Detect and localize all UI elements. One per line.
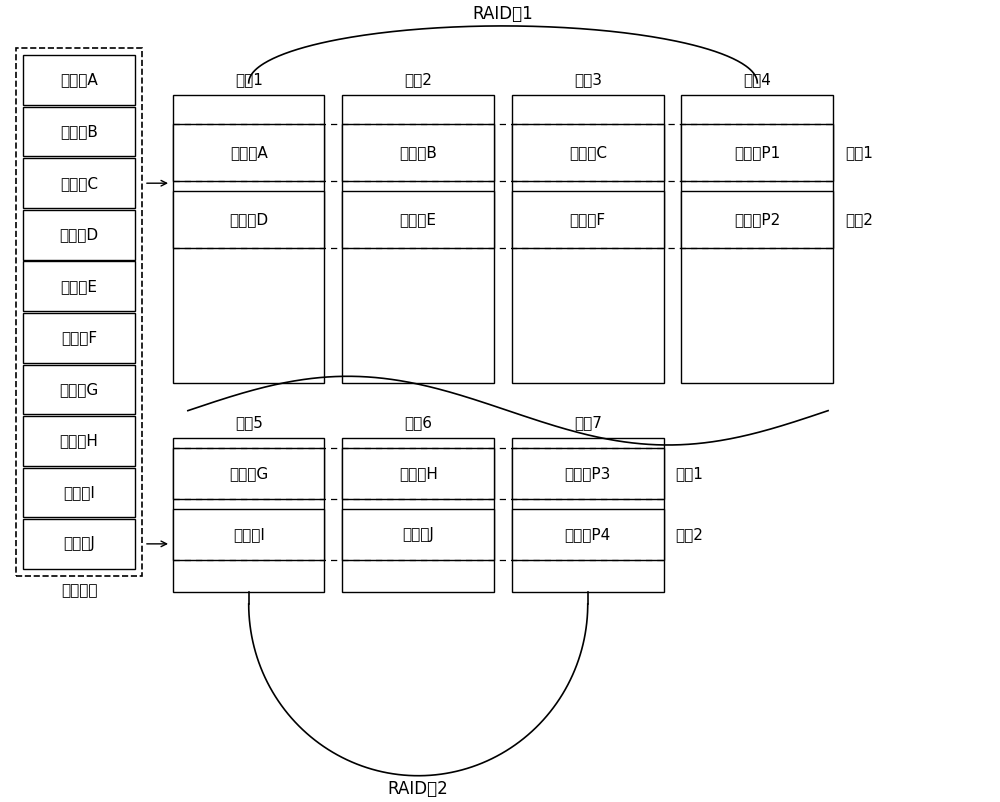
Text: 校验位P2: 校验位P2: [734, 212, 780, 227]
Text: 磁盘4: 磁盘4: [743, 71, 771, 87]
Bar: [23, 365, 135, 414]
Text: 数据块J: 数据块J: [402, 527, 434, 542]
Bar: [681, 191, 833, 248]
Bar: [342, 95, 494, 383]
Bar: [342, 124, 494, 181]
Bar: [342, 191, 494, 248]
Text: 数据块G: 数据块G: [229, 466, 268, 481]
Text: 数据块C: 数据块C: [569, 145, 607, 160]
Bar: [512, 438, 664, 592]
Text: 数据块H: 数据块H: [60, 433, 99, 448]
Bar: [173, 191, 324, 248]
Bar: [23, 416, 135, 466]
Text: 磁盘7: 磁盘7: [574, 415, 602, 430]
Text: 数据块A: 数据块A: [60, 73, 98, 87]
Bar: [23, 159, 135, 208]
Text: 条刷1: 条刷1: [845, 145, 873, 160]
Bar: [16, 48, 142, 576]
Text: 条刷1: 条刷1: [676, 466, 703, 481]
Text: 磁盘3: 磁盘3: [574, 71, 602, 87]
Text: 数据块D: 数据块D: [60, 227, 99, 242]
Text: 数据块F: 数据块F: [570, 212, 606, 227]
Bar: [173, 95, 324, 383]
Text: 磁盘5: 磁盘5: [235, 415, 263, 430]
Text: 数据块H: 数据块H: [399, 466, 438, 481]
Bar: [23, 313, 135, 363]
Bar: [23, 519, 135, 569]
Text: 数据块I: 数据块I: [63, 485, 95, 500]
Bar: [173, 508, 324, 560]
Text: 校验位P3: 校验位P3: [565, 466, 611, 481]
Text: 数据块B: 数据块B: [399, 145, 437, 160]
Bar: [681, 95, 833, 383]
Bar: [681, 124, 833, 181]
Bar: [173, 124, 324, 181]
Text: 条刷2: 条刷2: [845, 212, 873, 227]
Bar: [23, 210, 135, 260]
Bar: [342, 448, 494, 499]
Bar: [23, 468, 135, 517]
Text: 磁盘1: 磁盘1: [235, 71, 263, 87]
Text: 数据块J: 数据块J: [63, 537, 95, 551]
Bar: [512, 448, 664, 499]
Text: 数据块I: 数据块I: [233, 527, 265, 542]
Text: 条刷2: 条刷2: [676, 527, 703, 542]
Bar: [512, 124, 664, 181]
Bar: [23, 107, 135, 156]
Text: 校验位P4: 校验位P4: [565, 527, 611, 542]
Bar: [512, 191, 664, 248]
Text: 校验位P1: 校验位P1: [734, 145, 780, 160]
Text: 数据块B: 数据块B: [60, 124, 98, 140]
Text: 数据块G: 数据块G: [60, 382, 99, 397]
Bar: [342, 508, 494, 560]
Bar: [512, 95, 664, 383]
Text: 磁盘6: 磁盘6: [404, 415, 432, 430]
Bar: [342, 438, 494, 592]
Bar: [23, 55, 135, 105]
Text: RAID组2: RAID组2: [388, 780, 449, 798]
Text: 逻辑磁盘: 逻辑磁盘: [61, 583, 97, 598]
Bar: [173, 448, 324, 499]
Text: 数据块F: 数据块F: [61, 330, 97, 346]
Text: 数据块E: 数据块E: [61, 279, 98, 294]
Text: 磁盘2: 磁盘2: [404, 71, 432, 87]
Text: 数据块E: 数据块E: [400, 212, 437, 227]
Text: RAID组1: RAID组1: [473, 5, 533, 23]
Text: 数据块D: 数据块D: [229, 212, 268, 227]
Bar: [173, 438, 324, 592]
Bar: [23, 261, 135, 311]
Text: 数据块C: 数据块C: [60, 176, 98, 191]
Bar: [512, 508, 664, 560]
Text: 数据块A: 数据块A: [230, 145, 268, 160]
